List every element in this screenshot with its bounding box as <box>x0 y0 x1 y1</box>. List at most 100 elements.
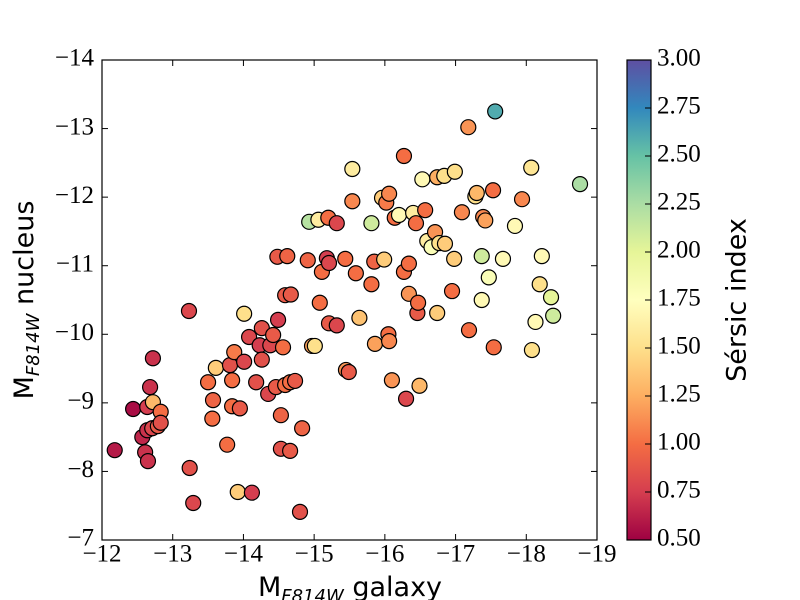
point <box>181 459 198 477</box>
point <box>344 193 361 210</box>
point <box>460 119 477 136</box>
x-tick-label: −19 <box>577 541 616 568</box>
point <box>473 248 490 265</box>
point <box>243 484 261 501</box>
plot-frame <box>101 59 598 541</box>
point <box>248 374 265 391</box>
x-tick-label: −14 <box>224 541 264 568</box>
point <box>141 378 159 396</box>
point <box>139 453 157 470</box>
point <box>411 377 428 394</box>
point <box>347 265 364 282</box>
point <box>229 483 246 501</box>
x-tick-label: −12 <box>82 541 121 568</box>
colorbar-tick-label: 0.50 <box>657 525 701 552</box>
point <box>407 215 425 232</box>
point <box>390 206 408 224</box>
point <box>337 250 354 267</box>
point <box>446 163 463 180</box>
point <box>219 436 236 453</box>
point <box>199 374 217 391</box>
point <box>443 282 461 300</box>
point <box>269 311 287 328</box>
point <box>320 254 338 272</box>
point <box>282 286 299 303</box>
point <box>185 494 202 512</box>
point <box>236 353 253 370</box>
point <box>224 372 241 389</box>
y-axis-label: MF814W nucleus <box>9 201 44 400</box>
point <box>253 351 270 368</box>
point <box>274 339 292 356</box>
point <box>363 215 380 232</box>
point <box>571 176 589 193</box>
point <box>180 302 198 320</box>
point <box>429 304 446 322</box>
point <box>144 350 162 367</box>
point <box>400 255 417 272</box>
point <box>383 372 401 389</box>
point <box>409 294 427 311</box>
point <box>545 307 562 324</box>
x-tick-label: −13 <box>153 541 192 568</box>
point <box>381 333 398 350</box>
colorbar-tick-label: 3.00 <box>657 45 701 72</box>
y-tick-label: −10 <box>55 319 94 346</box>
point <box>286 372 304 390</box>
colorbar-tick-label: 1.50 <box>657 333 701 360</box>
point <box>328 317 345 334</box>
point <box>436 235 454 252</box>
point <box>311 294 328 311</box>
point <box>272 407 290 424</box>
colorbar-tick-label: 2.00 <box>657 237 701 264</box>
point <box>397 390 415 407</box>
colorbar-label: Sérsic index <box>722 218 753 382</box>
point <box>299 252 316 269</box>
colorbar-tick-label: 1.25 <box>657 381 701 408</box>
x-tick-label: −18 <box>507 541 546 568</box>
point <box>484 182 502 199</box>
point <box>306 337 323 355</box>
y-tick-label: −14 <box>55 45 95 72</box>
colorbar-tick-label: 0.75 <box>657 477 701 504</box>
point <box>453 204 471 221</box>
x-tick-label: −17 <box>436 541 475 568</box>
point <box>226 344 243 361</box>
point <box>236 305 253 322</box>
point <box>231 400 248 417</box>
point <box>513 191 531 208</box>
x-tick-label: −15 <box>295 541 334 568</box>
point <box>279 248 296 265</box>
colorbar-tick-label: 2.25 <box>657 189 701 216</box>
y-label-main: M <box>9 376 40 399</box>
point <box>363 276 380 293</box>
y-tick-label: −13 <box>55 113 94 140</box>
colorbar-tick-label: 1.00 <box>657 429 701 456</box>
point <box>106 442 123 459</box>
colorbar-tick-label: 2.75 <box>657 93 701 120</box>
point <box>376 251 393 268</box>
point <box>381 185 398 202</box>
point <box>460 322 478 339</box>
point <box>204 410 221 427</box>
y-tick-label: −9 <box>67 388 94 415</box>
x-label-rest: galaxy <box>344 572 442 600</box>
x-axis-label: MF814W galaxy <box>258 572 442 600</box>
point <box>125 400 142 418</box>
point <box>417 202 434 219</box>
point <box>473 291 490 309</box>
y-tick-label: −7 <box>67 525 94 552</box>
colorbar-tick-label: 2.50 <box>657 141 701 168</box>
y-label-sub: F814W <box>23 312 44 376</box>
y-label-rest: nucleus <box>9 201 40 314</box>
point <box>282 442 299 459</box>
x-label-main: M <box>258 572 281 600</box>
colorbar-tick-label: 1.75 <box>657 285 701 312</box>
point <box>523 159 540 176</box>
point <box>344 160 361 178</box>
point <box>328 215 345 232</box>
point <box>487 103 504 120</box>
point <box>366 335 384 352</box>
point <box>523 341 541 359</box>
